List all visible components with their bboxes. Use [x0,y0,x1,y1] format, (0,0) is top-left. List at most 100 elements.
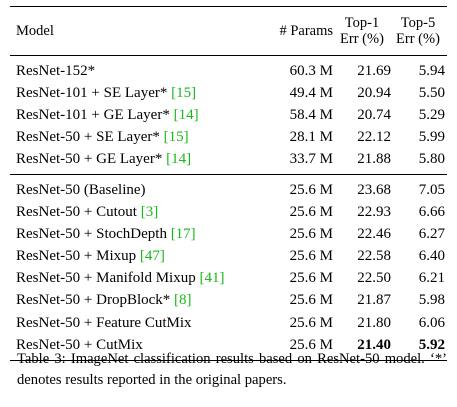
cell-top5-err: 6.66 [418,204,445,221]
cell-params: 58.4 M [289,106,333,123]
model-name: ResNet-50 + GE Layer* [16,150,167,167]
cell-model: ResNet-50 + Manifold Mixup [41] [10,270,252,287]
cell-top5-err: 5.99 [418,128,445,145]
cell-params: 25.6 M [289,204,333,221]
table-row: ResNet-50 + Cutout [3] 25.6 M 22.93 6.66 [10,202,447,224]
cell-top1-err: 20.74 [357,106,391,123]
table-row: ResNet-50 (Baseline) 25.6 M 23.68 7.05 [10,179,447,201]
cell-top5-err: 6.40 [418,248,445,265]
cell-top1-err: 21.40 [357,336,391,353]
model-name: ResNet-101 + GE Layer* [16,106,174,123]
cell-top5-err: 7.05 [418,182,445,199]
cell-top1-err: 20.94 [357,84,391,101]
header-top1-line2: Err (%) [340,31,384,47]
cell-params: 25.6 M [289,314,333,331]
citation-link[interactable]: [3] [140,204,159,221]
cell-top1-err: 21.69 [357,62,391,79]
citation-link[interactable]: [14] [173,106,199,123]
header-top5: Top-5 Err (%) [391,15,447,47]
header-model: Model [16,23,54,39]
table-caption: Table 3: ImageNet classification results… [17,351,447,388]
cell-top5-err: 5.94 [418,62,445,79]
cell-model: ResNet-50 + DropBlock* [8] [10,292,252,309]
group-separator-rule [10,174,447,176]
cell-model: ResNet-101 + GE Layer* [14] [10,107,252,124]
cell-top1-err: 22.50 [357,270,391,287]
citation-link[interactable]: [17] [170,226,196,243]
top-rule [10,6,447,7]
cell-top5-err: 5.98 [418,292,445,309]
model-name: ResNet-50 + SE Layer* [16,128,164,145]
cell-model: ResNet-50 + Cutout [3] [10,204,252,221]
header-top1: Top-1 Err (%) [333,15,391,47]
cell-params: 60.3 M [289,62,333,79]
table-row: ResNet-50 + CutMix 25.6 M 21.40 5.92 [10,334,447,356]
table-group-prior-work: ResNet-152* 60.3 M 21.69 5.94 ResNet-101 + S… [10,60,447,170]
model-name: ResNet-50 + Manifold Mixup [16,270,200,287]
table-row: ResNet-50 + SE Layer* [15] 28.1 M 22.12 5.9… [10,126,447,148]
header-top5-line2: Err (%) [396,31,440,47]
table-row: ResNet-50 + StochDepth [17] 25.6 M 22.46 6.… [10,224,447,246]
model-name: ResNet-50 + CutMix [16,336,143,353]
cell-top5-err: 5.92 [418,336,445,353]
model-name: ResNet-50 + DropBlock* [16,292,175,309]
cell-top1-err: 21.88 [357,150,391,167]
model-name: ResNet-101 + SE Layer* [16,84,172,101]
cell-top5-err: 6.21 [418,270,445,287]
cell-model: ResNet-50 + CutMix [10,337,252,354]
table-row: ResNet-152* 60.3 M 21.69 5.94 [10,60,447,82]
table-row: ResNet-50 + Feature CutMix 25.6 M 21.80 6.0… [10,312,447,334]
cell-top1-err: 22.46 [357,226,391,243]
cell-params: 25.6 M [289,248,333,265]
header-params: # Params [279,23,333,39]
cell-model: ResNet-152* [10,63,252,80]
cell-params: 28.1 M [289,128,333,145]
cell-top1-err: 21.80 [357,314,391,331]
citation-link[interactable]: [15] [171,84,197,101]
header-rule [10,55,447,56]
cell-top5-err: 5.50 [418,84,445,101]
cell-top1-err: 23.68 [357,182,391,199]
model-name: ResNet-50 + Feature CutMix [16,314,192,331]
header-top5-line1: Top-5 [400,15,436,31]
table-row: ResNet-50 + Manifold Mixup [41] 25.6 M 22.… [10,268,447,290]
bottom-rule [10,360,447,362]
citation-link[interactable]: [15] [163,128,189,145]
cell-top5-err: 6.27 [418,226,445,243]
cell-model: ResNet-50 (Baseline) [10,182,252,199]
cell-model: ResNet-50 + StochDepth [17] [10,226,252,243]
cell-params: 49.4 M [289,84,333,101]
model-name: ResNet-50 (Baseline) [16,182,146,199]
table-row: ResNet-101 + SE Layer* [15] 49.4 M 20.94 5.… [10,82,447,104]
cell-model: ResNet-101 + SE Layer* [15] [10,85,252,102]
cell-model: ResNet-50 + Mixup [47] [10,248,252,265]
cell-params: 25.6 M [289,336,333,353]
cell-params: 33.7 M [289,150,333,167]
citation-link[interactable]: [41] [199,270,225,287]
model-name: ResNet-50 + StochDepth [16,226,171,243]
cell-top5-err: 6.06 [418,314,445,331]
cell-top1-err: 21.87 [357,292,391,309]
citation-link[interactable]: [47] [139,248,165,265]
table-row: ResNet-50 + DropBlock* [8] 25.6 M 21.87 5.9… [10,290,447,312]
table-header: Model # Params Top-1 Err (%) Top-5 Err (… [10,7,447,55]
citation-link[interactable]: [8] [174,292,192,309]
cell-top1-err: 22.93 [357,204,391,221]
cell-model: ResNet-50 + Feature CutMix [10,315,252,332]
cell-params: 25.6 M [289,226,333,243]
cell-top5-err: 5.29 [418,106,445,123]
cell-top1-err: 22.12 [357,128,391,145]
results-table: Model # Params Top-1 Err (%) Top-5 Err (… [10,6,447,362]
model-name: ResNet-152* [16,62,96,79]
cell-model: ResNet-50 + SE Layer* [15] [10,129,252,146]
table-row: ResNet-101 + GE Layer* [14] 58.4 M 20.74 5.… [10,104,447,126]
cell-params: 25.6 M [289,182,333,199]
model-name: ResNet-50 + Mixup [16,248,140,265]
table-row: ResNet-50 + Mixup [47] 25.6 M 22.58 6.40 [10,246,447,268]
cell-params: 25.6 M [289,292,333,309]
cell-top1-err: 22.58 [357,248,391,265]
cell-model: ResNet-50 + GE Layer* [14] [10,151,252,168]
header-top1-line1: Top-1 [344,15,380,31]
model-name: ResNet-50 + Cutout [16,204,141,221]
citation-link[interactable]: [14] [166,150,192,167]
